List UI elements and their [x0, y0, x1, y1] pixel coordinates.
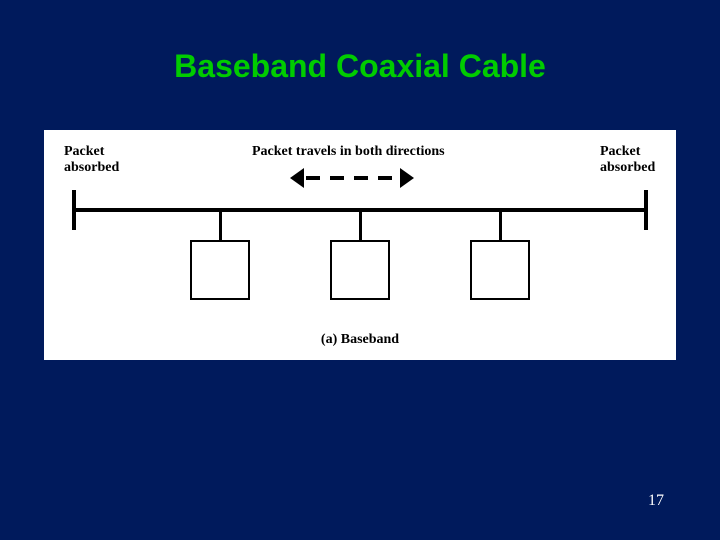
node-box [470, 240, 530, 300]
drop-line [359, 210, 362, 240]
diagram-caption: (a) Baseband [44, 332, 676, 348]
diagram-panel: Packet absorbed Packet travels in both d… [44, 130, 676, 360]
drop-line [219, 210, 222, 240]
node-box [330, 240, 390, 300]
page-number: 17 [648, 492, 664, 510]
node-box [190, 240, 250, 300]
slide-title: Baseband Coaxial Cable [0, 48, 720, 85]
drop-line [499, 210, 502, 240]
slide: Baseband Coaxial Cable Packet absorbed P… [0, 0, 720, 540]
node-group [44, 130, 676, 360]
